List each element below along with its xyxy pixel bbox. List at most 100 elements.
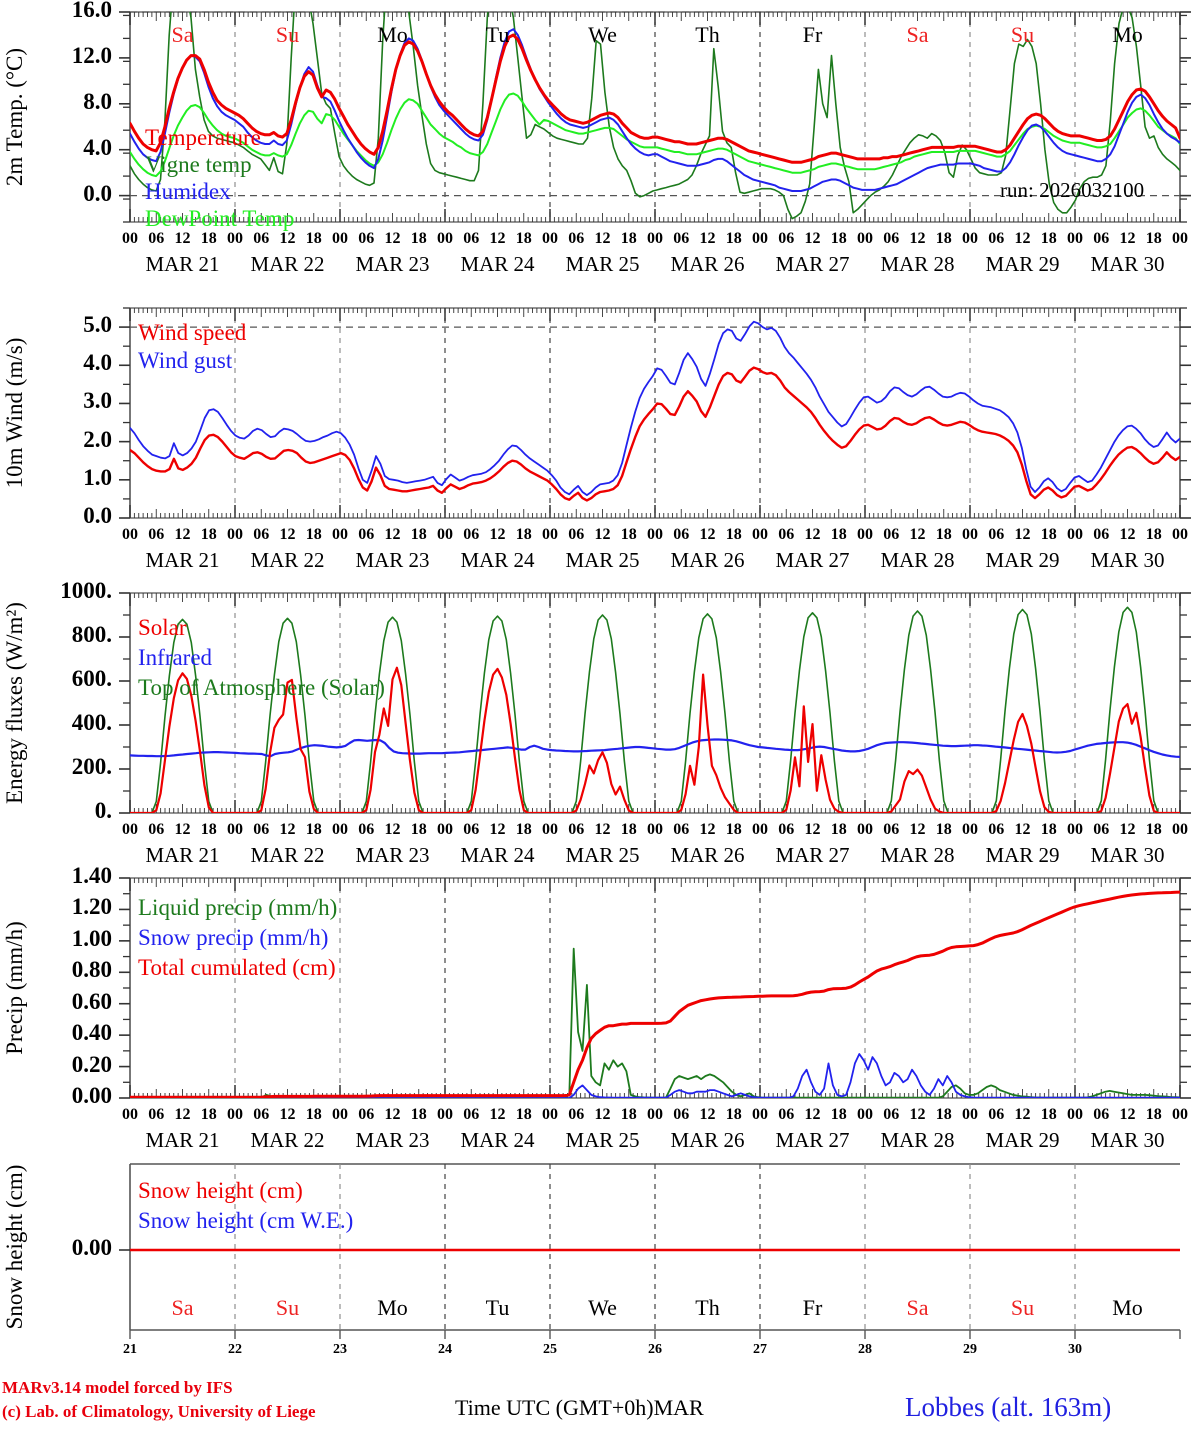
series-wind-speed xyxy=(130,366,1180,502)
hour-tick-label: 06 xyxy=(988,526,1005,543)
hour-tick-label: 00 xyxy=(542,821,558,838)
hour-tick-label: 00 xyxy=(227,526,243,543)
y-axis-title: 2m Temp. (°C) xyxy=(2,47,27,187)
hour-tick-label: 18 xyxy=(410,230,427,247)
day-label-3: Tu xyxy=(485,22,510,47)
series-infrared xyxy=(130,738,1180,758)
date-label-7: MAR 28 xyxy=(880,843,955,867)
legend-item-2: Top of Atmosphere (Solar) xyxy=(138,675,385,700)
date-label-1: MAR 22 xyxy=(250,252,325,276)
hour-tick-label: 00 xyxy=(1172,1106,1188,1123)
hour-tick-label: 12 xyxy=(1119,821,1136,838)
hour-tick-label: 00 xyxy=(962,526,978,543)
hour-tick-label: 00 xyxy=(1067,821,1083,838)
hour-tick-label: 06 xyxy=(463,526,480,543)
hour-tick-label: 00 xyxy=(122,230,138,247)
hour-tick-label: 00 xyxy=(332,1106,348,1123)
date-label-8: MAR 29 xyxy=(985,548,1060,572)
day-label-1: Su xyxy=(275,22,300,47)
hour-tick-label: 12 xyxy=(384,230,401,247)
temperature-plot xyxy=(119,11,1191,223)
hour-tick-label: 00 xyxy=(542,1106,558,1123)
date-label-1: MAR 22 xyxy=(250,843,325,867)
day-label-5: Th xyxy=(695,1295,720,1320)
hour-tick-label: 00 xyxy=(962,230,978,247)
hour-tick-label: 18 xyxy=(1145,1106,1162,1123)
hour-tick-label: 18 xyxy=(1040,1106,1057,1123)
hour-tick-label: 18 xyxy=(200,526,217,543)
hour-tick-label: 18 xyxy=(1145,230,1162,247)
hour-tick-label: 06 xyxy=(463,821,480,838)
hour-tick-label: 18 xyxy=(515,230,532,247)
hour-tick-label: 06 xyxy=(778,1106,795,1123)
date-label-6: MAR 27 xyxy=(775,548,850,572)
hour-tick-label: 06 xyxy=(568,230,585,247)
date-label-9: MAR 30 xyxy=(1090,1128,1165,1152)
y-tick-label: 400. xyxy=(71,710,112,735)
legend-item-1: Vigne temp xyxy=(145,152,252,177)
date-label-7: MAR 28 xyxy=(880,1128,955,1152)
hour-tick-label: 18 xyxy=(200,230,217,247)
hour-tick-label: 00 xyxy=(332,821,348,838)
y-tick-label: 16.0 xyxy=(71,0,112,22)
hour-tick-label: 00 xyxy=(647,1106,663,1123)
hour-tick-label: 12 xyxy=(594,230,611,247)
hour-tick-label: 18 xyxy=(1145,821,1162,838)
hour-tick-label: 00 xyxy=(752,821,768,838)
hour-tick-label: 12 xyxy=(1014,821,1031,838)
day-label-7: Sa xyxy=(906,22,929,47)
hour-tick-label: 12 xyxy=(594,526,611,543)
y-axis-title: 10m Wind (m/s) xyxy=(2,337,27,489)
hour-tick-label: 18 xyxy=(1040,821,1057,838)
legend-item-1: Snow precip (mm/h) xyxy=(138,925,329,950)
date-label-5: MAR 26 xyxy=(670,1128,745,1152)
hour-tick-label: 18 xyxy=(410,821,427,838)
hour-tick-label: 12 xyxy=(594,1106,611,1123)
hour-tick-label: 00 xyxy=(1067,526,1083,543)
hour-tick-label: 00 xyxy=(437,821,453,838)
hour-tick-label: 18 xyxy=(935,1106,952,1123)
hour-tick-label: 06 xyxy=(778,821,795,838)
hour-tick-label: 06 xyxy=(778,230,795,247)
hour-tick-label: 12 xyxy=(804,230,821,247)
y-tick-label: 3.0 xyxy=(83,388,112,414)
hour-tick-label: 12 xyxy=(1119,526,1136,543)
y-tick-label: 0.20 xyxy=(71,1051,112,1077)
day-number-label-3: 24 xyxy=(438,1342,452,1357)
hour-tick-label: 00 xyxy=(1067,1106,1083,1123)
hour-tick-label: 18 xyxy=(830,821,847,838)
hour-tick-label: 00 xyxy=(647,230,663,247)
legend-item-0: Liquid precip (mm/h) xyxy=(138,895,338,920)
hour-tick-label: 00 xyxy=(857,230,873,247)
hour-tick-label: 18 xyxy=(620,1106,637,1123)
series-wind-gust xyxy=(130,320,1180,497)
hour-tick-label: 12 xyxy=(699,526,716,543)
hour-tick-label: 18 xyxy=(515,1106,532,1123)
hour-tick-label: 12 xyxy=(279,1106,296,1123)
series-top-of-atmosphere xyxy=(130,606,1180,813)
hour-tick-label: 00 xyxy=(962,821,978,838)
series-humidex xyxy=(130,28,1180,192)
hour-tick-label: 06 xyxy=(1093,1106,1110,1123)
hour-tick-label: 06 xyxy=(1093,230,1110,247)
hour-tick-label: 00 xyxy=(227,1106,243,1123)
hour-tick-label: 18 xyxy=(725,526,742,543)
series-solar xyxy=(130,666,1180,813)
hour-tick-label: 12 xyxy=(384,1106,401,1123)
hour-tick-label: 18 xyxy=(725,230,742,247)
hour-tick-label: 12 xyxy=(1014,1106,1031,1123)
hour-tick-label: 18 xyxy=(1145,526,1162,543)
hour-tick-label: 06 xyxy=(1093,821,1110,838)
hour-tick-label: 00 xyxy=(647,821,663,838)
hour-tick-label: 12 xyxy=(909,821,926,838)
hour-tick-label: 12 xyxy=(489,230,506,247)
hour-tick-label: 12 xyxy=(174,821,191,838)
x-axis-title: Time UTC (GMT+0h)MAR xyxy=(455,1395,704,1421)
hour-tick-label: 12 xyxy=(699,1106,716,1123)
hour-tick-label: 12 xyxy=(699,230,716,247)
run-label: run: 2026032100 xyxy=(1000,178,1145,202)
hour-tick-label: 18 xyxy=(515,821,532,838)
day-label-3: Tu xyxy=(485,1295,510,1320)
hour-tick-label: 06 xyxy=(358,1106,375,1123)
hour-tick-label: 00 xyxy=(332,230,348,247)
